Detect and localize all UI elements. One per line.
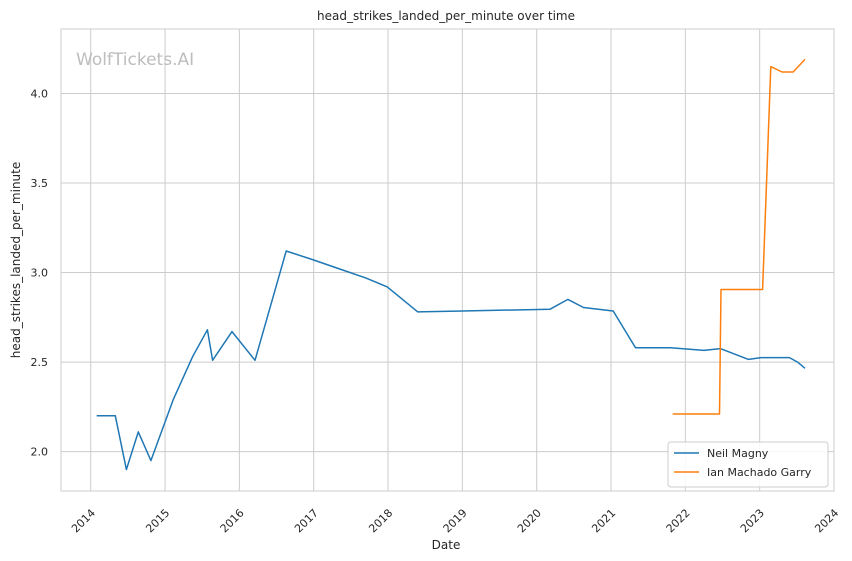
x-tick-label: 2020 xyxy=(515,506,544,535)
chart-title: head_strikes_landed_per_minute over time xyxy=(317,9,575,23)
x-tick-label: 2015 xyxy=(143,506,172,535)
x-tick-label: 2016 xyxy=(218,506,247,535)
legend-box xyxy=(667,441,829,488)
x-tick-label: 2022 xyxy=(664,506,693,535)
x-tick-label: 2021 xyxy=(589,506,618,535)
x-tick-label: 2019 xyxy=(441,506,470,535)
series-line-1 xyxy=(96,250,806,471)
x-tick-label: 2018 xyxy=(366,506,395,535)
watermark: WolfTickets.AI xyxy=(76,50,194,70)
y-tick-label: 2.0 xyxy=(31,446,49,459)
legend-label: Neil Magny xyxy=(707,447,769,460)
plot-frame xyxy=(60,28,835,492)
x-tick-label: 2014 xyxy=(69,506,98,535)
y-tick-label: 4.0 xyxy=(31,87,49,100)
y-tick-label: 2.5 xyxy=(31,356,49,369)
y-tick-label: 3.0 xyxy=(31,267,49,280)
y-tick-labels: 2.0 2.5 3.0 3.5 4.0 xyxy=(31,87,49,458)
series-line-2 xyxy=(672,58,806,415)
x-tick-label: 2024 xyxy=(812,506,841,535)
y-axis-label: head_strikes_landed_per_minute xyxy=(9,162,23,359)
x-axis-label: Date xyxy=(432,538,461,552)
legend: Neil Magny Ian Machado Garry xyxy=(667,441,829,488)
legend-label: Ian Machado Garry xyxy=(707,466,812,479)
grid xyxy=(61,29,835,491)
x-tick-labels: 2014 2015 2016 2017 2018 2019 2020 2021 2022 2023… xyxy=(69,506,841,535)
x-tick-label: 2023 xyxy=(738,506,767,535)
series-lines xyxy=(96,58,806,471)
y-tick-label: 3.5 xyxy=(31,177,49,190)
x-tick-label: 2017 xyxy=(292,506,321,535)
